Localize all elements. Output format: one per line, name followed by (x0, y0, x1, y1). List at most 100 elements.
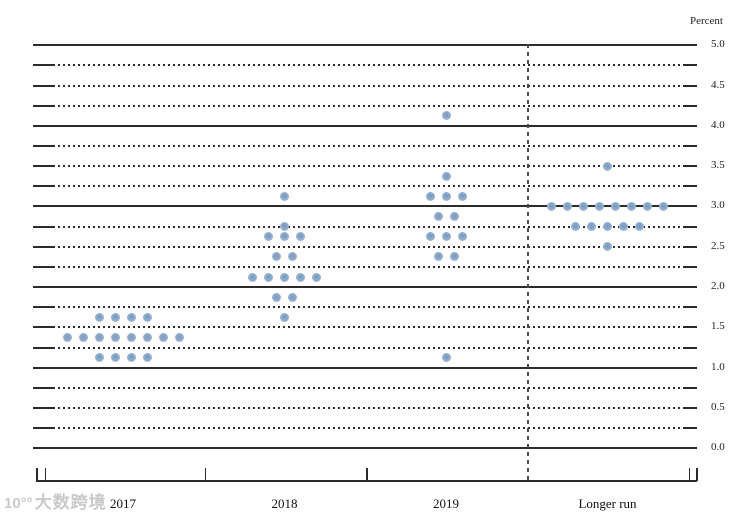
projection-dot (280, 191, 289, 201)
y-axis-label: 0.5 (711, 401, 725, 414)
gridline (33, 286, 697, 289)
gridline (33, 407, 697, 410)
projection-dot (142, 312, 152, 322)
gridline (33, 265, 697, 268)
axis-tick (36, 467, 38, 481)
projection-dot (457, 191, 467, 201)
projection-dot (94, 312, 104, 322)
projection-dot (296, 272, 305, 282)
projection-dot (94, 353, 104, 363)
watermark-text: 大数跨境 (34, 493, 107, 512)
axis-tick (366, 467, 368, 481)
projection-dot (433, 212, 443, 222)
projection-dot (579, 201, 588, 211)
gridline (33, 225, 697, 228)
projection-dot (433, 252, 443, 262)
gridline (33, 145, 697, 147)
projection-dot (611, 201, 620, 211)
axis-tick (44, 467, 46, 481)
projection-dot (571, 222, 580, 232)
gridline (33, 326, 697, 329)
projection-dot (110, 353, 120, 363)
projection-dot (142, 353, 152, 363)
projection-dot (425, 232, 435, 242)
projection-dot (441, 353, 451, 363)
category-label-2017: 2017 (110, 496, 136, 511)
projection-dot (126, 353, 136, 363)
projection-dot (264, 232, 273, 242)
watermark: 10°° 大数跨境 (4, 488, 107, 513)
category-label-2019: 2019 (433, 496, 459, 511)
y-axis-label: 4.5 (711, 78, 725, 91)
projection-dot (449, 212, 459, 222)
projection-dot (280, 312, 289, 322)
gridline (33, 165, 697, 168)
projection-dot (547, 201, 556, 211)
gridline (33, 124, 697, 127)
projection-dot (110, 312, 120, 322)
projection-dot (296, 232, 305, 242)
gridline (33, 386, 697, 389)
projection-dot (619, 222, 628, 232)
longer-run-separator-line (526, 44, 529, 481)
category-label-2018: 2018 (271, 496, 298, 511)
projection-dot (441, 111, 451, 121)
projection-dot (248, 272, 257, 282)
y-axis-label: 2.0 (711, 280, 725, 293)
projection-dot (425, 191, 435, 201)
projection-dot (603, 161, 612, 171)
projection-dot (441, 191, 451, 201)
projection-dot (174, 333, 184, 343)
projection-dot (449, 252, 459, 262)
y-axis-label: 3.5 (711, 159, 725, 172)
projection-dot (62, 333, 72, 343)
axis-tick (696, 467, 698, 481)
y-axis-label: 5.0 (711, 38, 725, 51)
y-axis-label: 1.5 (711, 320, 725, 333)
axis-tick (688, 467, 690, 481)
y-axis-label: 1.0 (711, 360, 725, 373)
axis-tick (204, 467, 206, 481)
gridline (33, 44, 697, 47)
gridline (33, 366, 697, 369)
projection-dot (110, 333, 120, 343)
y-axis-label: 3.0 (711, 199, 725, 212)
gridline (33, 346, 697, 349)
projection-dot (635, 222, 644, 232)
projection-dot (272, 252, 281, 262)
projection-dot (603, 242, 612, 252)
y-axis-label: 2.5 (711, 239, 725, 252)
gridline (33, 185, 697, 188)
projection-dot (441, 232, 451, 242)
projection-dot (126, 333, 136, 343)
y-axis-label: 4.0 (711, 118, 725, 131)
gridline (33, 245, 697, 248)
projection-dot (563, 201, 572, 211)
projection-dot (312, 272, 321, 282)
projection-dot (142, 333, 152, 343)
projection-dot (441, 171, 451, 181)
gridline (33, 306, 697, 309)
projection-dot (457, 232, 467, 242)
category-label-longer-run: Longer run (578, 496, 637, 511)
projection-dot (94, 333, 104, 343)
gridline (33, 427, 697, 430)
projection-dot (627, 201, 636, 211)
projection-dot (659, 201, 668, 211)
x-axis (36, 480, 697, 482)
projection-dot (78, 333, 88, 343)
gridline (33, 104, 697, 107)
y-axis-label: 0.0 (711, 441, 725, 454)
projection-dot (643, 201, 652, 211)
projection-dot (603, 222, 612, 232)
projection-dot (280, 232, 289, 242)
projection-dot (595, 201, 604, 211)
projection-dot (264, 272, 273, 282)
projection-dot (288, 252, 297, 262)
gridline (33, 205, 697, 208)
projection-dot (280, 272, 289, 282)
projection-dot (288, 292, 297, 302)
gridline (33, 64, 697, 67)
